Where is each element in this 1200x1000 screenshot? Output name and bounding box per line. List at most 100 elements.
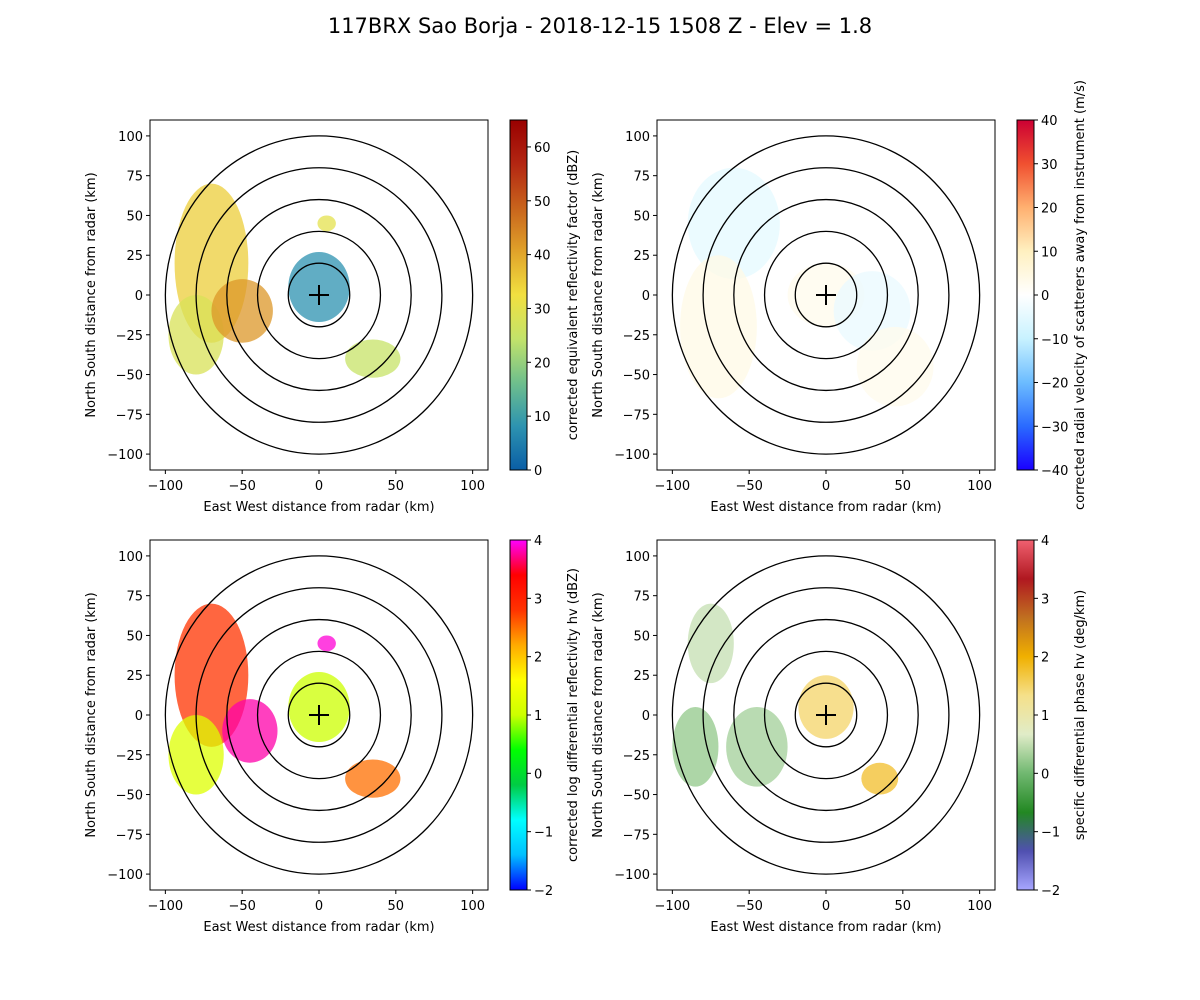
range-ring bbox=[671, 135, 981, 455]
x-tick-label: −100 bbox=[148, 479, 184, 494]
colorbar-tick-label: 2 bbox=[1041, 651, 1049, 666]
y-tick-label: 25 bbox=[633, 249, 650, 264]
colorbar-tick-label: 0 bbox=[1041, 289, 1049, 304]
echo-region bbox=[856, 326, 934, 407]
range-ring bbox=[702, 167, 950, 423]
panel-top-right: −100 −50 0 50 100−100−75−50−250255075100East… bbox=[591, 80, 1088, 515]
colorbar-tick-label: 60 bbox=[534, 141, 551, 156]
x-axis-label: East West distance from radar (km) bbox=[710, 500, 941, 515]
range-ring bbox=[256, 650, 382, 780]
y-axis-label: North South distance from radar (km) bbox=[591, 592, 606, 837]
y-tick-label: −100 bbox=[614, 868, 650, 883]
x-tick-label: −100 bbox=[148, 899, 184, 914]
y-tick-label: −75 bbox=[623, 828, 650, 843]
range-ring bbox=[164, 555, 474, 875]
range-ring bbox=[733, 618, 919, 812]
colorbar-tick-label: −1 bbox=[1041, 826, 1060, 841]
colorbar-tick-label: 4 bbox=[534, 534, 542, 549]
x-tick-label: 50 bbox=[895, 479, 912, 494]
y-tick-label: 100 bbox=[118, 130, 143, 145]
panel-top-left: −100 −50 0 50 100−100−75−50−250255075100East… bbox=[84, 119, 581, 515]
colorbar-tick-label: 3 bbox=[1041, 592, 1049, 607]
x-tick-label: 50 bbox=[388, 899, 405, 914]
range-ring bbox=[702, 587, 950, 843]
x-tick-label: 0 bbox=[822, 899, 830, 914]
y-tick-label: 75 bbox=[126, 590, 143, 605]
colorbar-tick-label: 0 bbox=[534, 767, 542, 782]
echo-region bbox=[726, 707, 788, 787]
colorbar-tick-label: 2 bbox=[534, 651, 542, 666]
range-ring bbox=[287, 262, 351, 328]
colorbar-tick-label: 30 bbox=[534, 302, 551, 317]
y-tick-label: −25 bbox=[623, 329, 650, 344]
y-tick-label: −100 bbox=[107, 868, 143, 883]
y-tick-label: −75 bbox=[623, 408, 650, 423]
echo-region bbox=[687, 603, 734, 684]
x-tick-label: −100 bbox=[655, 479, 691, 494]
colorbar-tick-label: 4 bbox=[1041, 534, 1049, 549]
panel-bottom-left: −100 −50 0 50 100 −100 −75 −50 −25 0 25 50 75 100 East… bbox=[84, 534, 581, 935]
y-tick-label: −75 bbox=[116, 828, 143, 843]
colorbar bbox=[509, 539, 528, 891]
y-tick-label: −25 bbox=[116, 329, 143, 344]
figure-title: 117BRX Sao Borja - 2018-12-15 1508 Z - E… bbox=[327, 14, 873, 38]
y-tick-label: 75 bbox=[633, 170, 650, 185]
colorbar-tick-label: 40 bbox=[534, 249, 551, 264]
range-ring bbox=[195, 167, 443, 423]
colorbar-tick-label: 3 bbox=[534, 592, 542, 607]
x-tick-label: 50 bbox=[388, 479, 405, 494]
y-tick-label: 0 bbox=[135, 289, 143, 304]
echo-region bbox=[345, 339, 401, 378]
y-tick-label: 50 bbox=[633, 209, 650, 224]
colorbar-tick-label: 0 bbox=[1041, 767, 1049, 782]
x-axis-label: East West distance from radar (km) bbox=[203, 920, 434, 935]
x-axis-label: East West distance from radar (km) bbox=[710, 920, 941, 935]
y-tick-label: 50 bbox=[126, 209, 143, 224]
colorbar-tick-label: −10 bbox=[1041, 333, 1068, 348]
y-tick-label: 75 bbox=[633, 590, 650, 605]
echo-region bbox=[317, 635, 336, 652]
colorbar-label: corrected radial velocity of scatterers … bbox=[1073, 80, 1088, 510]
range-ring bbox=[256, 230, 382, 360]
x-tick-label: 100 bbox=[460, 899, 485, 914]
range-ring bbox=[794, 262, 858, 328]
x-tick-label: −50 bbox=[735, 899, 762, 914]
colorbar-tick-label: −40 bbox=[1041, 464, 1068, 479]
range-ring bbox=[226, 198, 412, 392]
panel-bottom-right: −100 −50 0 50 100 −100 −75 −50 −25 0 25 50 75 100 East… bbox=[591, 534, 1088, 935]
y-tick-label: −50 bbox=[116, 789, 143, 804]
y-axis-label: North South distance from radar (km) bbox=[84, 172, 99, 417]
colorbar-tick-label: 1 bbox=[1041, 709, 1049, 724]
y-tick-label: 0 bbox=[642, 709, 650, 724]
plot-area bbox=[671, 555, 981, 875]
y-axis-label: North South distance from radar (km) bbox=[84, 592, 99, 837]
y-tick-label: 0 bbox=[642, 289, 650, 304]
echo-region bbox=[861, 762, 899, 795]
colorbar-tick-label: 10 bbox=[534, 410, 551, 425]
y-tick-label: 25 bbox=[126, 669, 143, 684]
range-ring bbox=[287, 682, 351, 748]
echo-region bbox=[680, 255, 757, 399]
x-axis-label: East West distance from radar (km) bbox=[203, 500, 434, 515]
x-tick-label: −100 bbox=[655, 899, 691, 914]
x-tick-label: −50 bbox=[735, 479, 762, 494]
colorbar-tick-label: −30 bbox=[1041, 420, 1068, 435]
echo-region bbox=[222, 699, 278, 763]
colorbar-tick-label: 10 bbox=[1041, 245, 1058, 260]
y-tick-label: −50 bbox=[116, 369, 143, 384]
y-tick-label: 100 bbox=[625, 130, 650, 145]
y-tick-label: 100 bbox=[118, 550, 143, 565]
range-ring bbox=[733, 198, 919, 392]
x-tick-label: −50 bbox=[228, 479, 255, 494]
range-ring bbox=[763, 230, 889, 360]
echo-region bbox=[345, 759, 401, 798]
colorbar-tick-label: 30 bbox=[1041, 158, 1058, 173]
colorbar-tick-label: 20 bbox=[1041, 202, 1058, 217]
x-tick-label: 100 bbox=[967, 479, 992, 494]
x-tick-label: 100 bbox=[967, 899, 992, 914]
range-ring bbox=[763, 650, 889, 780]
colorbar-label: corrected equivalent reflectivity factor… bbox=[566, 150, 581, 441]
x-tick-label: 100 bbox=[460, 479, 485, 494]
y-tick-label: 25 bbox=[633, 669, 650, 684]
range-ring bbox=[671, 555, 981, 875]
